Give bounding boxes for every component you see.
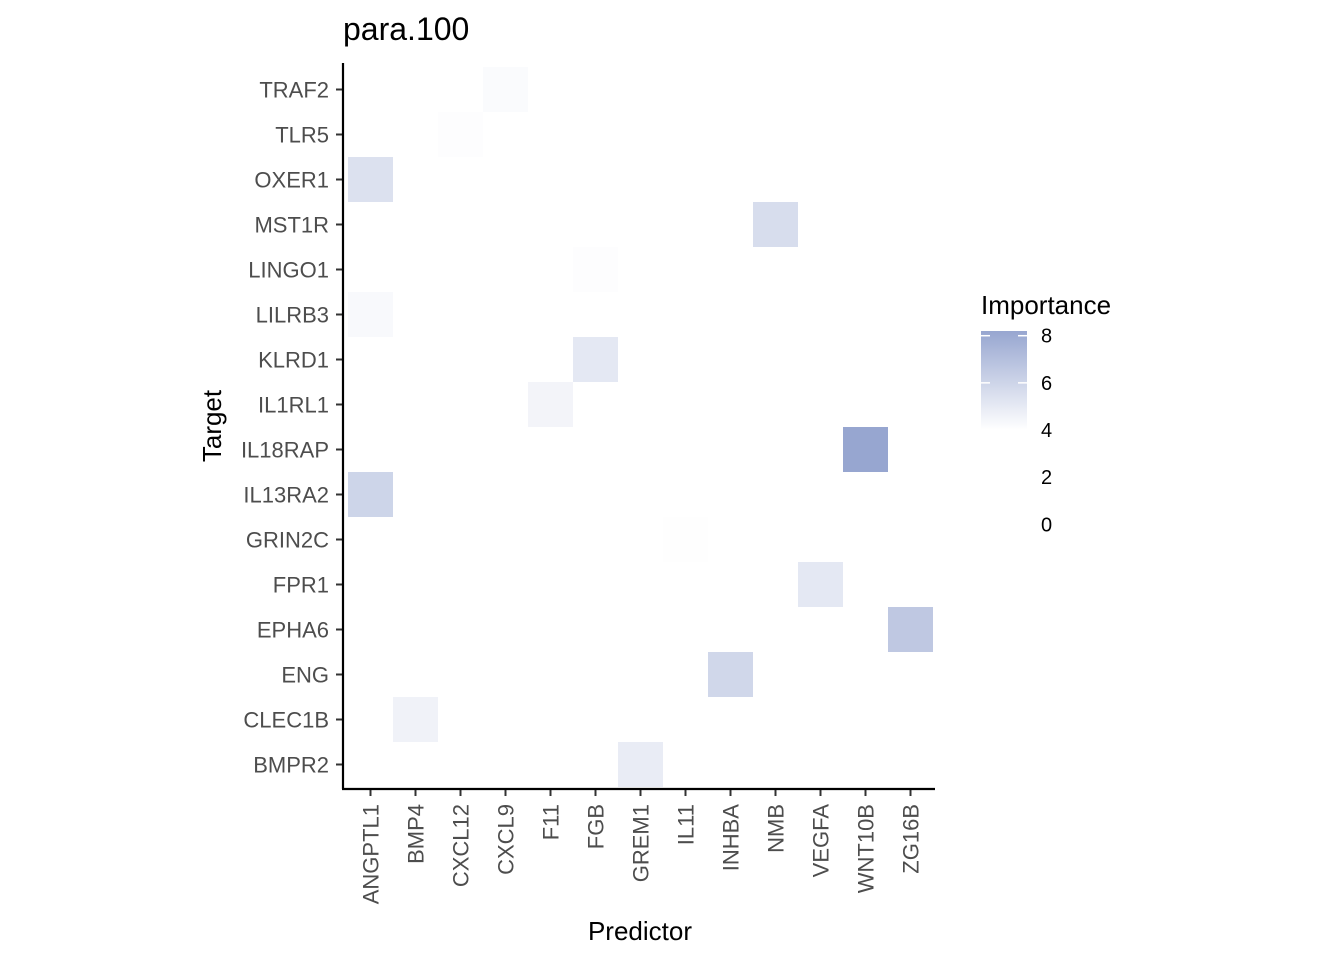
x-tick-label: ANGPTL1 bbox=[359, 804, 384, 904]
x-tick-label: CXCL12 bbox=[449, 804, 474, 887]
x-tick-label: NMB bbox=[764, 804, 789, 853]
y-tick-label: EPHA6 bbox=[257, 618, 329, 643]
heatmap-cell bbox=[618, 742, 663, 787]
y-tick-label: FPR1 bbox=[273, 573, 329, 598]
x-axis-title: Predictor bbox=[588, 916, 692, 946]
heatmap-cell bbox=[573, 337, 618, 382]
x-tick-label: VEGFA bbox=[809, 804, 834, 878]
x-tick-label: FGB bbox=[584, 804, 609, 849]
y-tick-label: GRIN2C bbox=[246, 528, 329, 553]
x-tick-label: WNT10B bbox=[854, 804, 879, 893]
legend-tick-label: 2 bbox=[1041, 467, 1052, 489]
x-tick-label: CXCL9 bbox=[494, 804, 519, 875]
x-tick-label: IL11 bbox=[674, 804, 699, 845]
x-tick-label: INHBA bbox=[719, 804, 744, 872]
y-tick-label: ENG bbox=[281, 663, 329, 688]
legend-title: Importance bbox=[981, 290, 1111, 320]
chart-title: para.100 bbox=[343, 11, 469, 47]
x-axis-ticks: ANGPTL1 BMP4 CXCL12 CXCL9 F11 FGB GREM1 IL11 INH… bbox=[359, 789, 924, 904]
y-tick-label: CLEC1B bbox=[243, 708, 329, 733]
legend-ticks: 8 6 4 2 0 bbox=[981, 326, 1052, 536]
y-axis-ticks: BMPR2 CLEC1B ENG EPHA6 FPR1 GRIN2C IL13RA2 IL18… bbox=[241, 78, 343, 778]
legend: Importance 8 6 4 2 0 bbox=[981, 290, 1111, 536]
legend-colorbar bbox=[981, 331, 1027, 430]
legend-tick-label: 4 bbox=[1041, 420, 1052, 442]
heatmap-cell bbox=[753, 202, 798, 247]
heatmap-cell bbox=[393, 697, 438, 742]
y-tick-label: IL13RA2 bbox=[243, 483, 329, 508]
y-tick-label: IL1RL1 bbox=[258, 393, 329, 418]
y-tick-label: KLRD1 bbox=[258, 348, 329, 373]
heatmap-cell bbox=[843, 427, 888, 472]
y-tick-label: MST1R bbox=[254, 213, 329, 238]
heatmap-cell bbox=[438, 112, 483, 157]
x-tick-label: F11 bbox=[539, 804, 564, 840]
y-tick-label: LINGO1 bbox=[248, 258, 329, 283]
heatmap-cell bbox=[483, 67, 528, 112]
y-tick-label: OXER1 bbox=[254, 168, 329, 193]
heatmap-cell bbox=[348, 472, 393, 517]
legend-tick-label: 6 bbox=[1041, 373, 1052, 395]
heatmap-cell bbox=[528, 382, 573, 427]
y-axis-title: Target bbox=[197, 389, 227, 462]
x-tick-label: ZG16B bbox=[899, 804, 924, 874]
y-tick-label: BMPR2 bbox=[253, 753, 329, 778]
heatmap-cell bbox=[573, 247, 618, 292]
heatmap-cell bbox=[798, 562, 843, 607]
heatmap-cells bbox=[348, 67, 933, 787]
heatmap-cell bbox=[348, 292, 393, 337]
heatmap-cell bbox=[663, 517, 708, 562]
y-tick-label: TLR5 bbox=[275, 123, 329, 148]
x-tick-label: GREM1 bbox=[629, 804, 654, 882]
heatmap-cell bbox=[348, 157, 393, 202]
x-tick-label: BMP4 bbox=[404, 804, 429, 864]
heatmap-cell bbox=[888, 607, 933, 652]
legend-tick-label: 8 bbox=[1041, 326, 1052, 348]
y-tick-label: IL18RAP bbox=[241, 438, 329, 463]
y-tick-label: LILRB3 bbox=[256, 303, 329, 328]
heatmap-cell bbox=[708, 652, 753, 697]
y-tick-label: TRAF2 bbox=[259, 78, 329, 103]
legend-tick-label: 0 bbox=[1041, 514, 1052, 536]
